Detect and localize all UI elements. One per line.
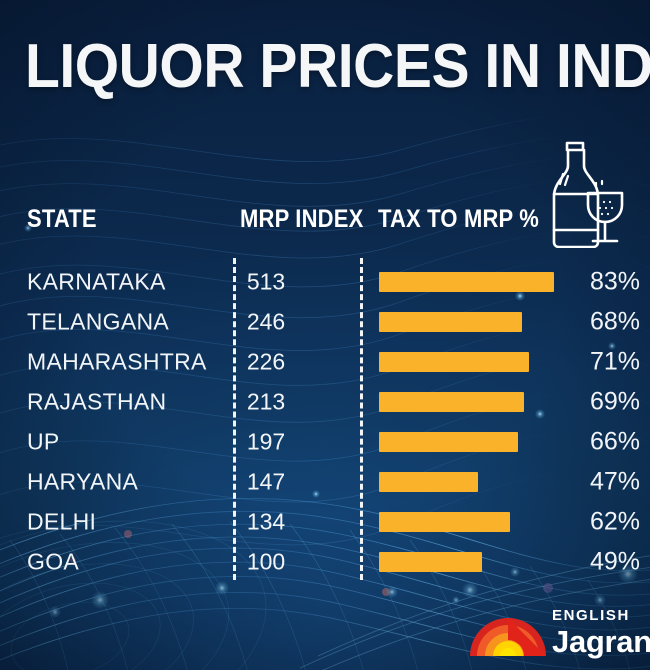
column-header-tax-to-mrp: TAX TO MRP % (378, 205, 540, 233)
tax-bar-track (379, 512, 554, 532)
logo-text-english: ENGLISH (552, 607, 630, 624)
state-name: HARYANA (27, 468, 139, 495)
sunrise-arc-icon (470, 618, 546, 656)
tax-bar (379, 472, 479, 492)
mrp-index-value: 213 (246, 388, 286, 415)
data-table: KARNATAKA 513 83% TELANGANA 246 68% MAHARASHTR… (0, 262, 650, 582)
tax-bar-track (379, 312, 554, 332)
tax-bar (379, 392, 525, 412)
bottle-and-wine-glass-icon (552, 141, 624, 248)
state-name: GOA (27, 548, 80, 575)
page-title: LIQUOR PRICES IN INDIA (25, 32, 650, 101)
tax-bar (379, 432, 519, 452)
tax-bar-track (379, 472, 554, 492)
table-row: TELANGANA 246 68% (0, 302, 650, 342)
tax-bar-track (379, 352, 554, 372)
mrp-index-value: 134 (246, 508, 286, 535)
tax-bar (379, 552, 483, 572)
tax-bar (379, 312, 523, 332)
column-divider-left (233, 258, 236, 580)
mrp-index-value: 246 (246, 308, 286, 335)
table-row: KARNATAKA 513 83% (0, 262, 650, 302)
mrp-index-value: 147 (246, 468, 286, 495)
tax-percentage-label: 71% (589, 347, 640, 376)
column-header-state: STATE (27, 205, 97, 233)
state-name: UP (27, 428, 60, 455)
table-row: UP 197 66% (0, 422, 650, 462)
mrp-index-value: 100 (246, 548, 286, 575)
mrp-index-value: 197 (246, 428, 286, 455)
tax-percentage-label: 83% (589, 267, 640, 296)
tax-percentage-label: 69% (589, 387, 640, 416)
tax-bar-track (379, 552, 554, 572)
state-name: DELHI (27, 508, 97, 535)
tax-bar-track (379, 432, 554, 452)
english-jagran-logo[interactable]: ENGLISH Jagran (470, 608, 650, 662)
state-name: TELANGANA (27, 308, 170, 335)
table-row: HARYANA 147 47% (0, 462, 650, 502)
tax-percentage-label: 68% (589, 307, 640, 336)
column-header-mrp-index: MRP INDEX (240, 205, 364, 233)
column-divider-right (360, 258, 363, 580)
mrp-index-value: 226 (246, 348, 286, 375)
tax-bar (379, 512, 510, 532)
tax-bar-track (379, 392, 554, 412)
tax-bar (379, 272, 554, 292)
tax-percentage-label: 49% (589, 547, 640, 576)
tax-percentage-label: 62% (589, 507, 640, 536)
mrp-index-value: 513 (246, 268, 286, 295)
tax-bar (379, 352, 529, 372)
table-row: GOA 100 49% (0, 542, 650, 582)
logo-text-jagran: Jagran (552, 624, 650, 659)
tax-bar-track (379, 272, 554, 292)
tax-percentage-label: 47% (589, 467, 640, 496)
table-row: MAHARASHTRA 226 71% (0, 342, 650, 382)
table-row: RAJASTHAN 213 69% (0, 382, 650, 422)
state-name: MAHARASHTRA (27, 348, 207, 375)
state-name: RAJASTHAN (27, 388, 167, 415)
tax-percentage-label: 66% (589, 427, 640, 456)
state-name: KARNATAKA (27, 268, 166, 295)
table-row: DELHI 134 62% (0, 502, 650, 542)
